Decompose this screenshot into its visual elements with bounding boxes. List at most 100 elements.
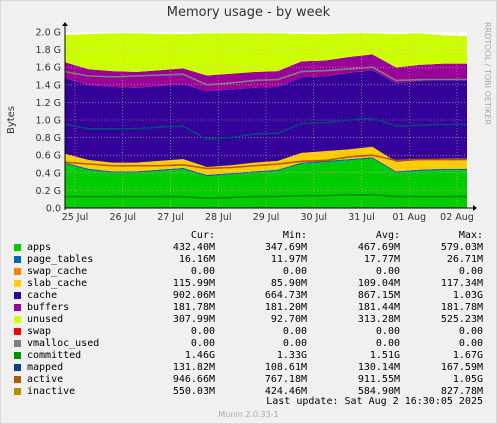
- legend-value-avg: 0.00: [375, 338, 400, 349]
- legend-value-avg: 911.55M: [357, 374, 400, 385]
- legend-row-swap: swap 0.00 0.00 0.00 0.00: [0, 326, 497, 338]
- header-max: Max:: [458, 230, 483, 241]
- munin-version: Munin 2.0.33-1: [218, 410, 279, 419]
- y-tick-label: 0.2 G: [36, 186, 62, 197]
- area-slab_cache: [65, 146, 467, 175]
- legend-swatch: [14, 364, 21, 371]
- legend-swatch: [14, 244, 21, 251]
- legend-value-min: 424.46M: [264, 386, 307, 397]
- legend-value-cur: 550.03M: [172, 386, 215, 397]
- legend-row-unused: unused 307.99M 92.70M 313.28M 525.23M: [0, 314, 497, 326]
- legend-row-committed: committed 1.46G 1.33G 1.51G 1.67G: [0, 350, 497, 362]
- x-tick-label: 02 Aug: [440, 212, 474, 223]
- legend-label: buffers: [27, 302, 70, 313]
- legend-value-cur: 0.00: [190, 326, 215, 337]
- legend-swatch: [14, 256, 21, 263]
- y-tick-label: 1.2 G: [36, 98, 62, 109]
- legend-value-cur: 0.00: [190, 338, 215, 349]
- y-tick-label: 0.8 G: [36, 133, 62, 144]
- legend-value-min: 85.90M: [270, 278, 307, 289]
- legend-value-avg: 1.51G: [369, 350, 400, 361]
- legend-row-inactive: inactive 550.03M 424.46M 584.90M 827.78M: [0, 386, 497, 398]
- legend-value-max: 1.03G: [452, 290, 483, 301]
- legend-value-cur: 307.99M: [172, 314, 215, 325]
- legend-value-min: 108.61M: [264, 362, 307, 373]
- legend-label: page_tables: [27, 254, 94, 265]
- legend-value-avg: 130.14M: [357, 362, 400, 373]
- legend-swatch: [14, 388, 21, 395]
- x-tick-label: 29 Jul: [253, 212, 280, 223]
- line-committed: [64, 66, 467, 86]
- legend-value-min: 11.97M: [270, 254, 307, 265]
- legend-value-cur: 131.82M: [172, 362, 215, 373]
- line-inactive: [64, 154, 467, 170]
- legend-value-max: 181.78M: [440, 302, 483, 313]
- legend-label: swap_cache: [27, 266, 88, 277]
- y-tick-label: 0.4 G: [36, 168, 62, 179]
- area-page_tables: [65, 157, 467, 177]
- legend-row-cache: cache 902.06M 664.73M 867.15M 1.03G: [0, 290, 497, 302]
- legend-value-max: 0.00: [458, 266, 483, 277]
- legend-swatch: [14, 340, 21, 347]
- legend-value-min: 0.00: [282, 338, 307, 349]
- legend-value-max: 579.03M: [440, 242, 483, 253]
- y-tick-label: 1.0 G: [36, 116, 62, 127]
- legend-swatch: [14, 280, 21, 287]
- legend-value-avg: 313.28M: [357, 314, 400, 325]
- legend-row-mapped: mapped 131.82M 108.61M 130.14M 167.59M: [0, 362, 497, 374]
- legend-value-min: 0.00: [282, 326, 307, 337]
- y-tick-label: 0.0: [46, 204, 61, 215]
- legend-value-avg: 181.44M: [357, 302, 400, 313]
- legend-row-slab_cache: slab_cache 115.99M 85.90M 109.04M 117.34M: [0, 278, 497, 290]
- legend-swatch: [14, 304, 21, 311]
- x-axis-arrow: [473, 205, 477, 211]
- legend-value-cur: 946.66M: [172, 374, 215, 385]
- legend-value-cur: 432.40M: [172, 242, 215, 253]
- memory-chart: 0.0 0.2 G 0.4 G 0.6 G 0.8 G 1.0 G 1.2 G 1.4 G 1.…: [6, 22, 477, 223]
- area-buffers: [65, 54, 467, 92]
- legend-value-avg: 0.00: [375, 326, 400, 337]
- legend-value-cur: 181.78M: [172, 302, 215, 313]
- y-axis-arrow: [62, 22, 68, 26]
- y-tick-label: 1.8 G: [36, 45, 62, 56]
- legend-label: cache: [27, 290, 58, 301]
- x-tick-label: 28 Jul: [205, 212, 232, 223]
- area-cache: [65, 70, 467, 167]
- legend-label: unused: [27, 314, 64, 325]
- legend-value-cur: 115.99M: [172, 278, 215, 289]
- legend-value-cur: 0.00: [190, 266, 215, 277]
- y-tick-label: 1.4 G: [36, 80, 62, 91]
- header-avg: Avg:: [375, 230, 400, 241]
- legend-value-avg: 17.77M: [363, 254, 400, 265]
- legend-row-swap_cache: swap_cache 0.00 0.00 0.00 0.00: [0, 266, 497, 278]
- last-update: Last update: Sat Aug 2 16:30:05 2025: [266, 396, 483, 407]
- legend-value-cur: 1.46G: [184, 350, 215, 361]
- legend-label: mapped: [27, 362, 64, 373]
- line-mapped: [65, 194, 467, 200]
- legend-row-buffers: buffers 181.78M 181.20M 181.44M 181.78M: [0, 302, 497, 314]
- x-tick-label: 27 Jul: [157, 212, 184, 223]
- legend-label: slab_cache: [27, 278, 88, 289]
- y-tick-label: 2.0 G: [36, 28, 62, 39]
- legend-swatch: [14, 328, 21, 335]
- legend-value-max: 1.05G: [452, 374, 483, 385]
- header-cur: Cur:: [190, 230, 215, 241]
- legend-value-max: 167.59M: [440, 362, 483, 373]
- legend-swatch: [14, 316, 21, 323]
- legend-header: Cur: Min: Avg: Max:: [0, 230, 497, 242]
- legend-swatch: [14, 376, 21, 383]
- legend-row-apps: apps 432.40M 347.69M 467.69M 579.03M: [0, 242, 497, 254]
- legend-label: committed: [27, 350, 82, 361]
- legend-value-avg: 584.90M: [357, 386, 400, 397]
- area-apps: [65, 158, 467, 208]
- y-tick-label: 0.6 G: [36, 151, 62, 162]
- legend-swatch: [14, 292, 21, 299]
- legend-value-avg: 0.00: [375, 266, 400, 277]
- legend-row-page_tables: page_tables 16.16M 11.97M 17.77M 26.71M: [0, 254, 497, 266]
- legend-value-cur: 902.06M: [172, 290, 215, 301]
- legend-swatch: [14, 268, 21, 275]
- area-unused: [65, 33, 467, 76]
- legend-value-max: 0.00: [458, 338, 483, 349]
- y-axis-label: Bytes: [6, 106, 17, 134]
- legend-label: swap: [27, 326, 52, 337]
